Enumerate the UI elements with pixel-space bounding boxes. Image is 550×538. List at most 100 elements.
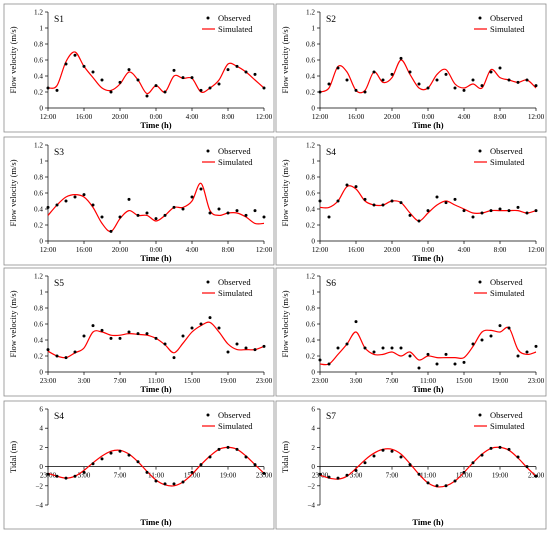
observed-point xyxy=(262,471,266,475)
legend-observed-marker xyxy=(478,149,482,153)
observed-point xyxy=(46,86,50,90)
observed-point xyxy=(253,348,257,352)
x-axis-title: Time (h) xyxy=(140,384,171,394)
observed-point xyxy=(507,209,511,213)
observed-point xyxy=(190,76,194,80)
observed-point xyxy=(154,217,158,221)
observed-point xyxy=(354,185,358,189)
observed-point xyxy=(244,213,248,217)
observed-point xyxy=(426,209,430,213)
observed-point xyxy=(435,195,439,199)
observed-point xyxy=(91,203,95,207)
y-axis-title: Flow velocity (m/s) xyxy=(280,290,290,357)
x-tick-label: 7:00 xyxy=(114,472,127,480)
observed-point xyxy=(363,346,367,350)
y-tick-label: 1 xyxy=(39,158,43,166)
observed-point xyxy=(118,80,122,84)
legend-simulated-label: Simulated xyxy=(218,421,253,431)
observed-point xyxy=(408,213,412,217)
y-tick-label: 1.2 xyxy=(306,142,315,150)
y-tick-label: 1.2 xyxy=(34,273,43,281)
legend-simulated-label: Simulated xyxy=(490,288,525,298)
y-tick-label: 0.2 xyxy=(306,89,315,97)
observed-point xyxy=(489,209,493,213)
observed-point xyxy=(345,473,349,477)
observed-point xyxy=(217,82,221,86)
observed-point xyxy=(109,336,113,340)
observed-point xyxy=(372,203,376,207)
observed-point xyxy=(145,211,149,215)
x-tick-label: 12:00 xyxy=(256,246,273,254)
station-label: S1 xyxy=(54,15,64,25)
y-tick-label: 4 xyxy=(39,425,43,433)
observed-point xyxy=(190,326,194,330)
legend-observed-label: Observed xyxy=(490,146,523,156)
x-tick-label: 23:00 xyxy=(312,377,329,385)
observed-point xyxy=(55,88,59,92)
simulated-series-line xyxy=(319,326,537,366)
observed-point xyxy=(217,447,221,451)
observed-point xyxy=(381,203,385,207)
y-tick-label: 0 xyxy=(39,369,43,377)
observed-point xyxy=(507,447,511,451)
observed-point xyxy=(253,209,257,213)
observed-point xyxy=(172,356,176,360)
observed-point xyxy=(82,193,86,197)
observed-point xyxy=(516,455,520,459)
y-tick-label: 0.4 xyxy=(34,73,43,81)
legend-simulated-label: Simulated xyxy=(218,157,253,167)
observed-point xyxy=(507,326,511,330)
y-tick-label: 0.4 xyxy=(306,73,315,81)
x-tick-label: 16:00 xyxy=(348,246,365,254)
observed-point xyxy=(235,64,239,68)
x-tick-label: 0:00 xyxy=(150,113,163,121)
observed-point xyxy=(172,482,176,486)
observed-point xyxy=(408,70,412,74)
y-tick-label: 0.6 xyxy=(306,321,315,329)
observed-point xyxy=(190,195,194,199)
y-tick-label: 0.6 xyxy=(306,190,315,198)
legend-observed-marker xyxy=(206,280,210,284)
observed-point xyxy=(417,219,421,223)
observed-point xyxy=(100,328,104,332)
observed-point xyxy=(163,213,167,217)
observed-point xyxy=(73,195,77,199)
y-tick-label: 1 xyxy=(39,25,43,33)
x-tick-label: 4:00 xyxy=(186,113,199,121)
observed-point xyxy=(498,445,502,449)
observed-point xyxy=(46,205,50,209)
x-axis-title: Time (h) xyxy=(140,517,171,527)
observed-point xyxy=(82,64,86,68)
x-tick-label: 7:00 xyxy=(386,377,399,385)
x-tick-label: 15:00 xyxy=(456,377,473,385)
y-tick-label: 0.8 xyxy=(34,305,43,313)
observed-point xyxy=(525,78,529,82)
observed-point xyxy=(226,68,230,72)
x-tick-label: 12:00 xyxy=(40,246,57,254)
observed-point xyxy=(345,342,349,346)
observed-point xyxy=(217,207,221,211)
y-tick-label: 0.6 xyxy=(34,57,43,65)
x-tick-label: 16:00 xyxy=(76,246,93,254)
observed-point xyxy=(390,72,394,76)
x-tick-label: 8:00 xyxy=(222,113,235,121)
x-tick-label: 15:00 xyxy=(184,377,201,385)
x-tick-label: 0:00 xyxy=(150,246,163,254)
chart-panel-2: 0 0.2 0.4 0.6 0.8 1 1.2 12:00 16:00 20:00 0:00 4:00… xyxy=(275,3,547,133)
legend-observed-marker xyxy=(478,16,482,20)
observed-point xyxy=(136,213,140,217)
observed-point xyxy=(372,350,376,354)
observed-point xyxy=(435,484,439,488)
observed-point xyxy=(154,479,158,483)
y-tick-label: 0 xyxy=(311,238,315,246)
observed-point xyxy=(525,465,529,469)
observed-point xyxy=(426,481,430,485)
simulated-series-line xyxy=(319,185,537,222)
y-tick-label: 1.2 xyxy=(306,273,315,281)
observed-point xyxy=(498,66,502,70)
y-tick-label: 0.8 xyxy=(34,41,43,49)
observed-point xyxy=(462,470,466,474)
observed-point xyxy=(318,90,322,94)
x-tick-label: 3:00 xyxy=(78,472,91,480)
